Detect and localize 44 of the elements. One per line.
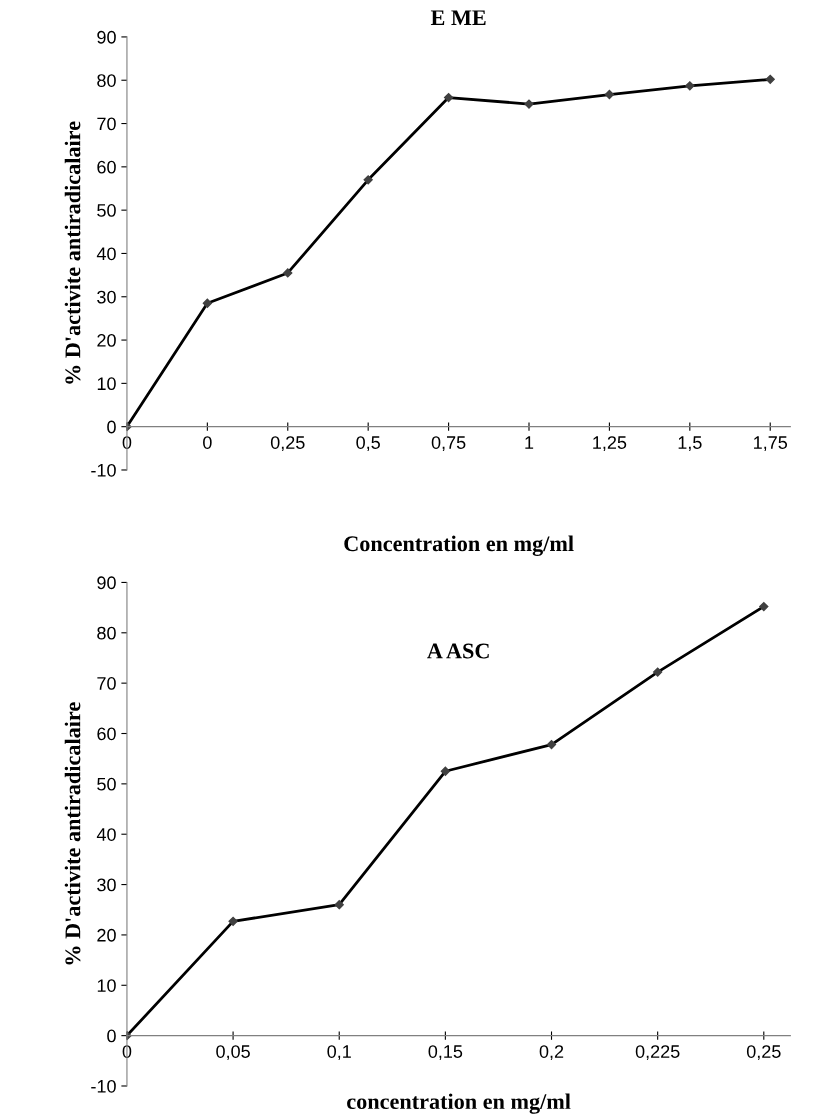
x-tick-label: 0 xyxy=(203,436,212,449)
y-tick-label: 10 xyxy=(97,377,116,391)
chart-title: E ME xyxy=(430,10,486,25)
y-tick-label: 70 xyxy=(97,677,116,690)
text: A ASC xyxy=(427,643,489,659)
x-tick-label: 0,75 xyxy=(431,436,466,452)
x-tick-label: 1,5 xyxy=(678,436,702,452)
x-tick-label: 0,1 xyxy=(327,1045,351,1061)
y-tick-label: 20 xyxy=(97,928,116,942)
x-tick-label: 0,225 xyxy=(635,1045,680,1061)
x-tick-label: 0,25 xyxy=(270,436,305,452)
x-tick-label: 0 xyxy=(122,436,132,449)
x-axis-title: concentration en mg/ml xyxy=(347,1093,571,1114)
y-tick-label: 50 xyxy=(97,777,116,791)
y-axis-title: % D'activite antiradicalaire xyxy=(64,702,81,965)
y-tick-label: 90 xyxy=(97,30,116,44)
y-tick-label: 40 xyxy=(96,828,116,841)
y-tick-label: 30 xyxy=(97,290,116,304)
x-tick-label: 0,5 xyxy=(356,436,380,452)
x-tick-label: 1,75 xyxy=(754,436,788,452)
y-tick-label: 60 xyxy=(97,727,116,741)
x-tick-label: 1,25 xyxy=(593,436,627,452)
y-tick-label: 80 xyxy=(97,626,116,640)
y-tick-label: 40 xyxy=(96,247,116,261)
x-tick-label: 1 xyxy=(525,436,534,449)
x-axis-title: Concentration en mg/ml xyxy=(344,535,574,556)
y-tick-label: 60 xyxy=(97,160,116,174)
y-tick-label: 20 xyxy=(97,334,116,347)
y-tick-label: 50 xyxy=(97,204,116,217)
x-tick-label: 0,15 xyxy=(428,1045,463,1061)
y-tick-label: -10 xyxy=(91,1079,116,1093)
y-tick-label: 0 xyxy=(107,420,116,434)
x-tick-label: 0 xyxy=(122,1045,132,1058)
y-tick-label: 10 xyxy=(97,979,116,992)
y-tick-label: -10 xyxy=(91,463,116,477)
y-tick-label: 30 xyxy=(97,878,116,892)
y-axis-title: % D'activite antiradicalaire xyxy=(64,121,81,384)
y-tick-label: 90 xyxy=(97,576,116,590)
x-tick-label: 0,2 xyxy=(539,1045,564,1061)
x-tick-label: 0,25 xyxy=(746,1045,781,1061)
y-tick-label: 80 xyxy=(97,74,116,87)
x-tick-label: 0,05 xyxy=(216,1045,250,1061)
y-tick-label: 70 xyxy=(97,117,116,131)
y-tick-label: 0 xyxy=(107,1029,116,1043)
